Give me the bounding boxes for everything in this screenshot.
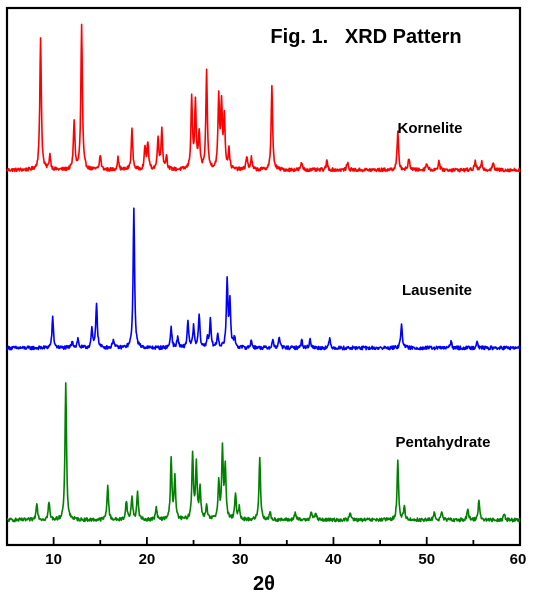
series-line-kornelite: [6, 23, 521, 173]
chart-title: Fig. 1. XRD Pattern: [270, 26, 461, 48]
x-axis-label: 2θ: [253, 573, 275, 595]
x-tick-label: 60: [510, 551, 527, 568]
series-label-lausenite: Lausenite: [402, 282, 472, 299]
x-tick-label: 10: [45, 551, 62, 568]
series-label-kornelite: Kornelite: [397, 120, 462, 137]
x-tick-label: 30: [232, 551, 249, 568]
series-line-pentahydrate: [6, 382, 521, 523]
series-line-lausenite: [6, 207, 521, 351]
x-axis: 10 20 30 40 50 60: [6, 537, 527, 568]
x-tick-label: 20: [139, 551, 156, 568]
series-label-pentahydrate: Pentahydrate: [395, 434, 490, 451]
x-tick-label: 40: [325, 551, 342, 568]
x-tick-label: 50: [418, 551, 435, 568]
series-layer: Kornelite Lausenite Pentahydrate: [6, 23, 521, 523]
plot-frame: [5, 6, 522, 547]
